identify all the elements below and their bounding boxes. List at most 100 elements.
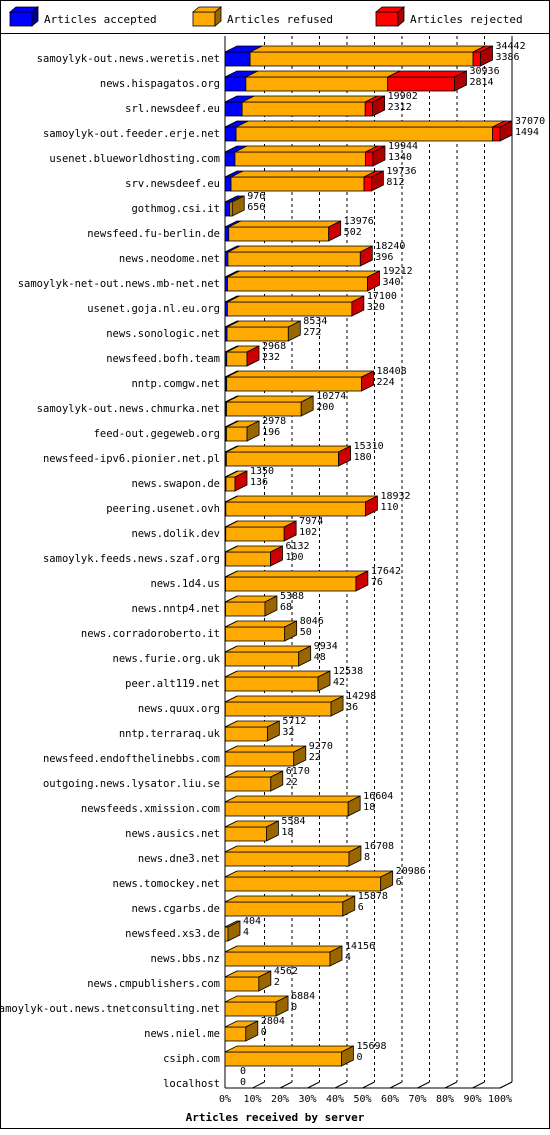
bar-refused-top <box>225 671 330 677</box>
bar-accepted-label: 6 <box>358 902 364 913</box>
bar-refused-front <box>226 527 284 541</box>
bar-refused-top <box>225 646 310 652</box>
category-label: news.bbs.nz <box>150 953 220 965</box>
grid-foot-4 <box>335 1082 347 1088</box>
grid-foot-6 <box>390 1082 402 1088</box>
bar-total-label: 19944 <box>388 141 418 152</box>
bar-accepted-label: 100 <box>285 552 303 563</box>
bar-accepted-front <box>225 102 242 116</box>
grid-foot-1 <box>253 1082 265 1088</box>
bar-total-label: 9934 <box>314 641 338 652</box>
bar-total-label: 12538 <box>333 666 363 677</box>
bar-accepted-label: 42 <box>333 677 345 688</box>
x-tick-label: 40% <box>326 1094 344 1105</box>
x-tick-label: 70% <box>408 1094 426 1105</box>
bar-accepted-front <box>225 77 246 91</box>
bar-total-label: 2978 <box>262 416 286 427</box>
legend-label-0: Articles accepted <box>44 13 157 26</box>
bar-refused-front <box>228 252 360 266</box>
bar-refused-front <box>225 1002 276 1016</box>
category-label: srv.newsdeef.eu <box>125 178 220 190</box>
category-label: news.1d4.us <box>150 578 220 590</box>
bar-total-label: 37070 <box>515 116 545 127</box>
bar-refused-front <box>242 102 365 116</box>
grid-foot-8 <box>445 1082 457 1088</box>
bar-refused-top <box>236 121 504 127</box>
bar-accepted-label: 3386 <box>496 52 520 63</box>
x-tick-label: 90% <box>463 1094 481 1105</box>
category-label: news.hispagatos.org <box>100 78 220 90</box>
bar-accepted-label: 136 <box>250 477 268 488</box>
bar-accepted-label: 2814 <box>469 77 493 88</box>
category-label: newsfeed.endofthelinebbs.com <box>43 753 220 765</box>
bar-total-label: 2804 <box>261 1016 285 1027</box>
bar-rejected-top <box>388 71 467 77</box>
bar-refused-top <box>229 221 341 227</box>
bar-refused-front <box>227 377 362 391</box>
bar-refused-front <box>225 802 348 816</box>
bar-refused-front <box>225 877 381 891</box>
bar-total-label: 15310 <box>354 441 384 452</box>
bar-refused-front <box>225 1027 246 1041</box>
bar-accepted-label: 1340 <box>388 152 412 163</box>
category-label: news.neodome.net <box>119 253 220 265</box>
category-label: samoylyk-out.news.chmurka.net <box>37 403 220 415</box>
bar-refused-front <box>227 327 288 341</box>
bar-total-label: 2968 <box>262 341 286 352</box>
bar-accepted-label: 18 <box>281 827 293 838</box>
bar-accepted-label: 320 <box>367 302 385 313</box>
category-label: nntp.comgw.net <box>131 378 220 390</box>
grid-foot-9 <box>473 1082 485 1088</box>
x-tick-label: 60% <box>381 1094 399 1105</box>
category-label: news.nntp4.net <box>131 603 220 615</box>
bar-refused-top <box>226 496 378 502</box>
bar-refused-front <box>231 177 364 191</box>
bar-total-label: 16708 <box>364 841 394 852</box>
bar-total-label: 7974 <box>299 516 323 527</box>
bar-rejected-front <box>365 102 372 116</box>
bar-refused-top <box>225 846 361 852</box>
x-tick-label: 80% <box>436 1094 454 1105</box>
bar-accepted-front <box>225 252 228 266</box>
bar-accepted-label: 2 <box>274 977 280 988</box>
bar-total-label: 14156 <box>345 941 375 952</box>
bar-accepted-label: 1494 <box>515 127 539 138</box>
legend-label-1: Articles refused <box>227 13 333 26</box>
bar-refused-front <box>225 927 228 941</box>
bar-accepted-label: 224 <box>377 377 395 388</box>
bar-total-label: 17100 <box>367 291 397 302</box>
bar-accepted-label: 76 <box>371 577 383 588</box>
bar-accepted-label: 0 <box>240 1077 246 1088</box>
bar-total-label: 0 <box>240 1066 246 1077</box>
legend-swatch-0 <box>10 12 32 26</box>
bar-side <box>228 921 240 941</box>
bar-accepted-label: 36 <box>346 702 358 713</box>
bar-total-label: 30936 <box>469 66 499 77</box>
bar-refused-top <box>225 796 360 802</box>
bar-accepted-label: 110 <box>380 502 398 513</box>
bar-total-label: 9270 <box>309 741 333 752</box>
bar-refused-top <box>226 571 368 577</box>
category-label: newsfeed.fu-berlin.de <box>87 228 220 240</box>
bar-total-label: 15698 <box>356 1041 386 1052</box>
bar-total-label: 17642 <box>371 566 401 577</box>
bar-accepted-label: 200 <box>316 402 334 413</box>
bar-refused-top <box>228 246 372 252</box>
bar-refused-front <box>225 702 331 716</box>
